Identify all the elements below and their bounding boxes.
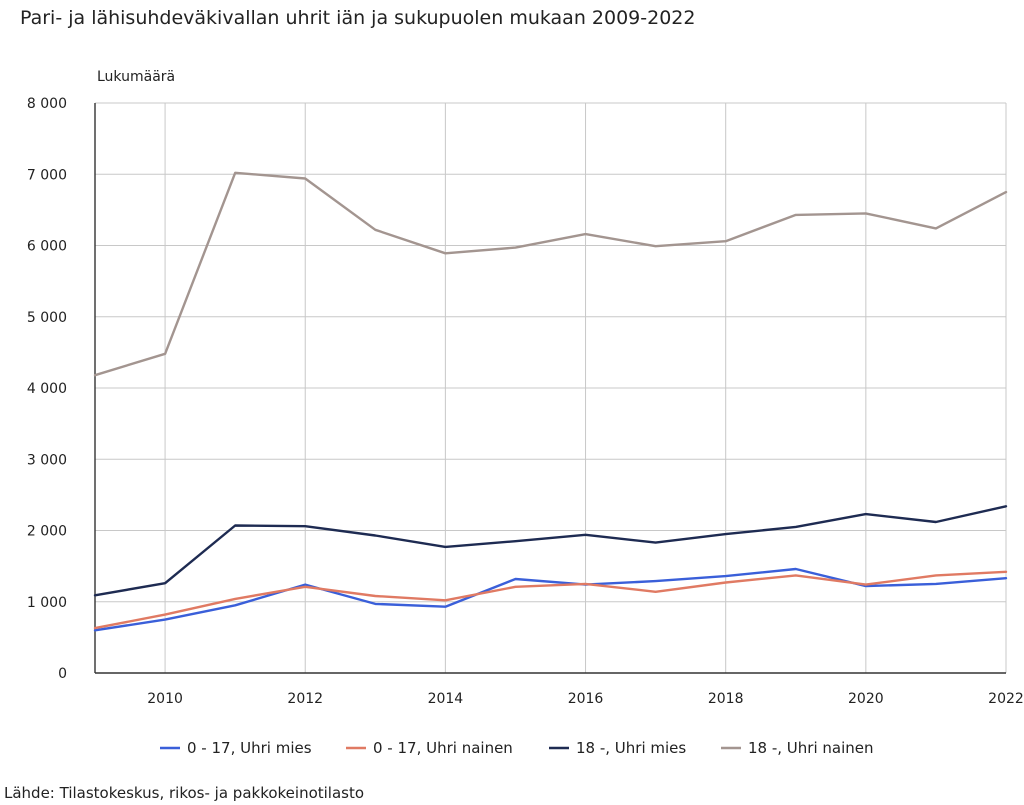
legend-label: 18 -, Uhri mies: [576, 739, 686, 757]
x-tick-label: 2020: [848, 691, 884, 707]
y-tick-label: 0: [58, 666, 67, 682]
y-tick-label: 8 000: [27, 96, 67, 112]
series-lines: [93, 171, 1008, 632]
legend: 0 - 17, Uhri mies 0 - 17, Uhri nainen 18 -…: [160, 739, 874, 757]
y-axis-label: Lukumäärä: [97, 69, 175, 85]
legend-label: 18 -, Uhri nainen: [748, 739, 874, 757]
grid: [95, 102, 1007, 674]
x-tick-label: 2016: [568, 691, 604, 707]
line-chart: 0 1 000 2 000 3 000 4 000 5 000 6 000 7 000 8 00…: [27, 69, 1024, 757]
legend-label: 0 - 17, Uhri mies: [187, 739, 312, 757]
series-line: [93, 171, 1008, 377]
y-tick-label: 4 000: [27, 381, 67, 397]
y-tick-label: 2 000: [27, 524, 67, 540]
y-tick-label: 3 000: [27, 452, 67, 468]
x-tick-label: 2012: [287, 691, 323, 707]
chart-title: Pari- ja lähisuhdeväkivallan uhrit iän j…: [20, 7, 696, 29]
x-tick-label: 2018: [708, 691, 744, 707]
x-tick-label: 2022: [988, 691, 1024, 707]
legend-label: 0 - 17, Uhri nainen: [373, 739, 513, 757]
y-tick-label: 1 000: [27, 595, 67, 611]
x-tick-label: 2014: [428, 691, 464, 707]
axes: 0 1 000 2 000 3 000 4 000 5 000 6 000 7 000 8 00…: [27, 69, 1024, 707]
x-tick-label: 2010: [147, 691, 183, 707]
series-line: [93, 505, 1008, 597]
y-tick-label: 6 000: [27, 239, 67, 255]
series-line: [93, 570, 1008, 630]
y-tick-label: 5 000: [27, 310, 67, 326]
source-note: Lähde: Tilastokeskus, rikos- ja pakkokei…: [4, 784, 365, 802]
y-tick-label: 7 000: [27, 167, 67, 183]
